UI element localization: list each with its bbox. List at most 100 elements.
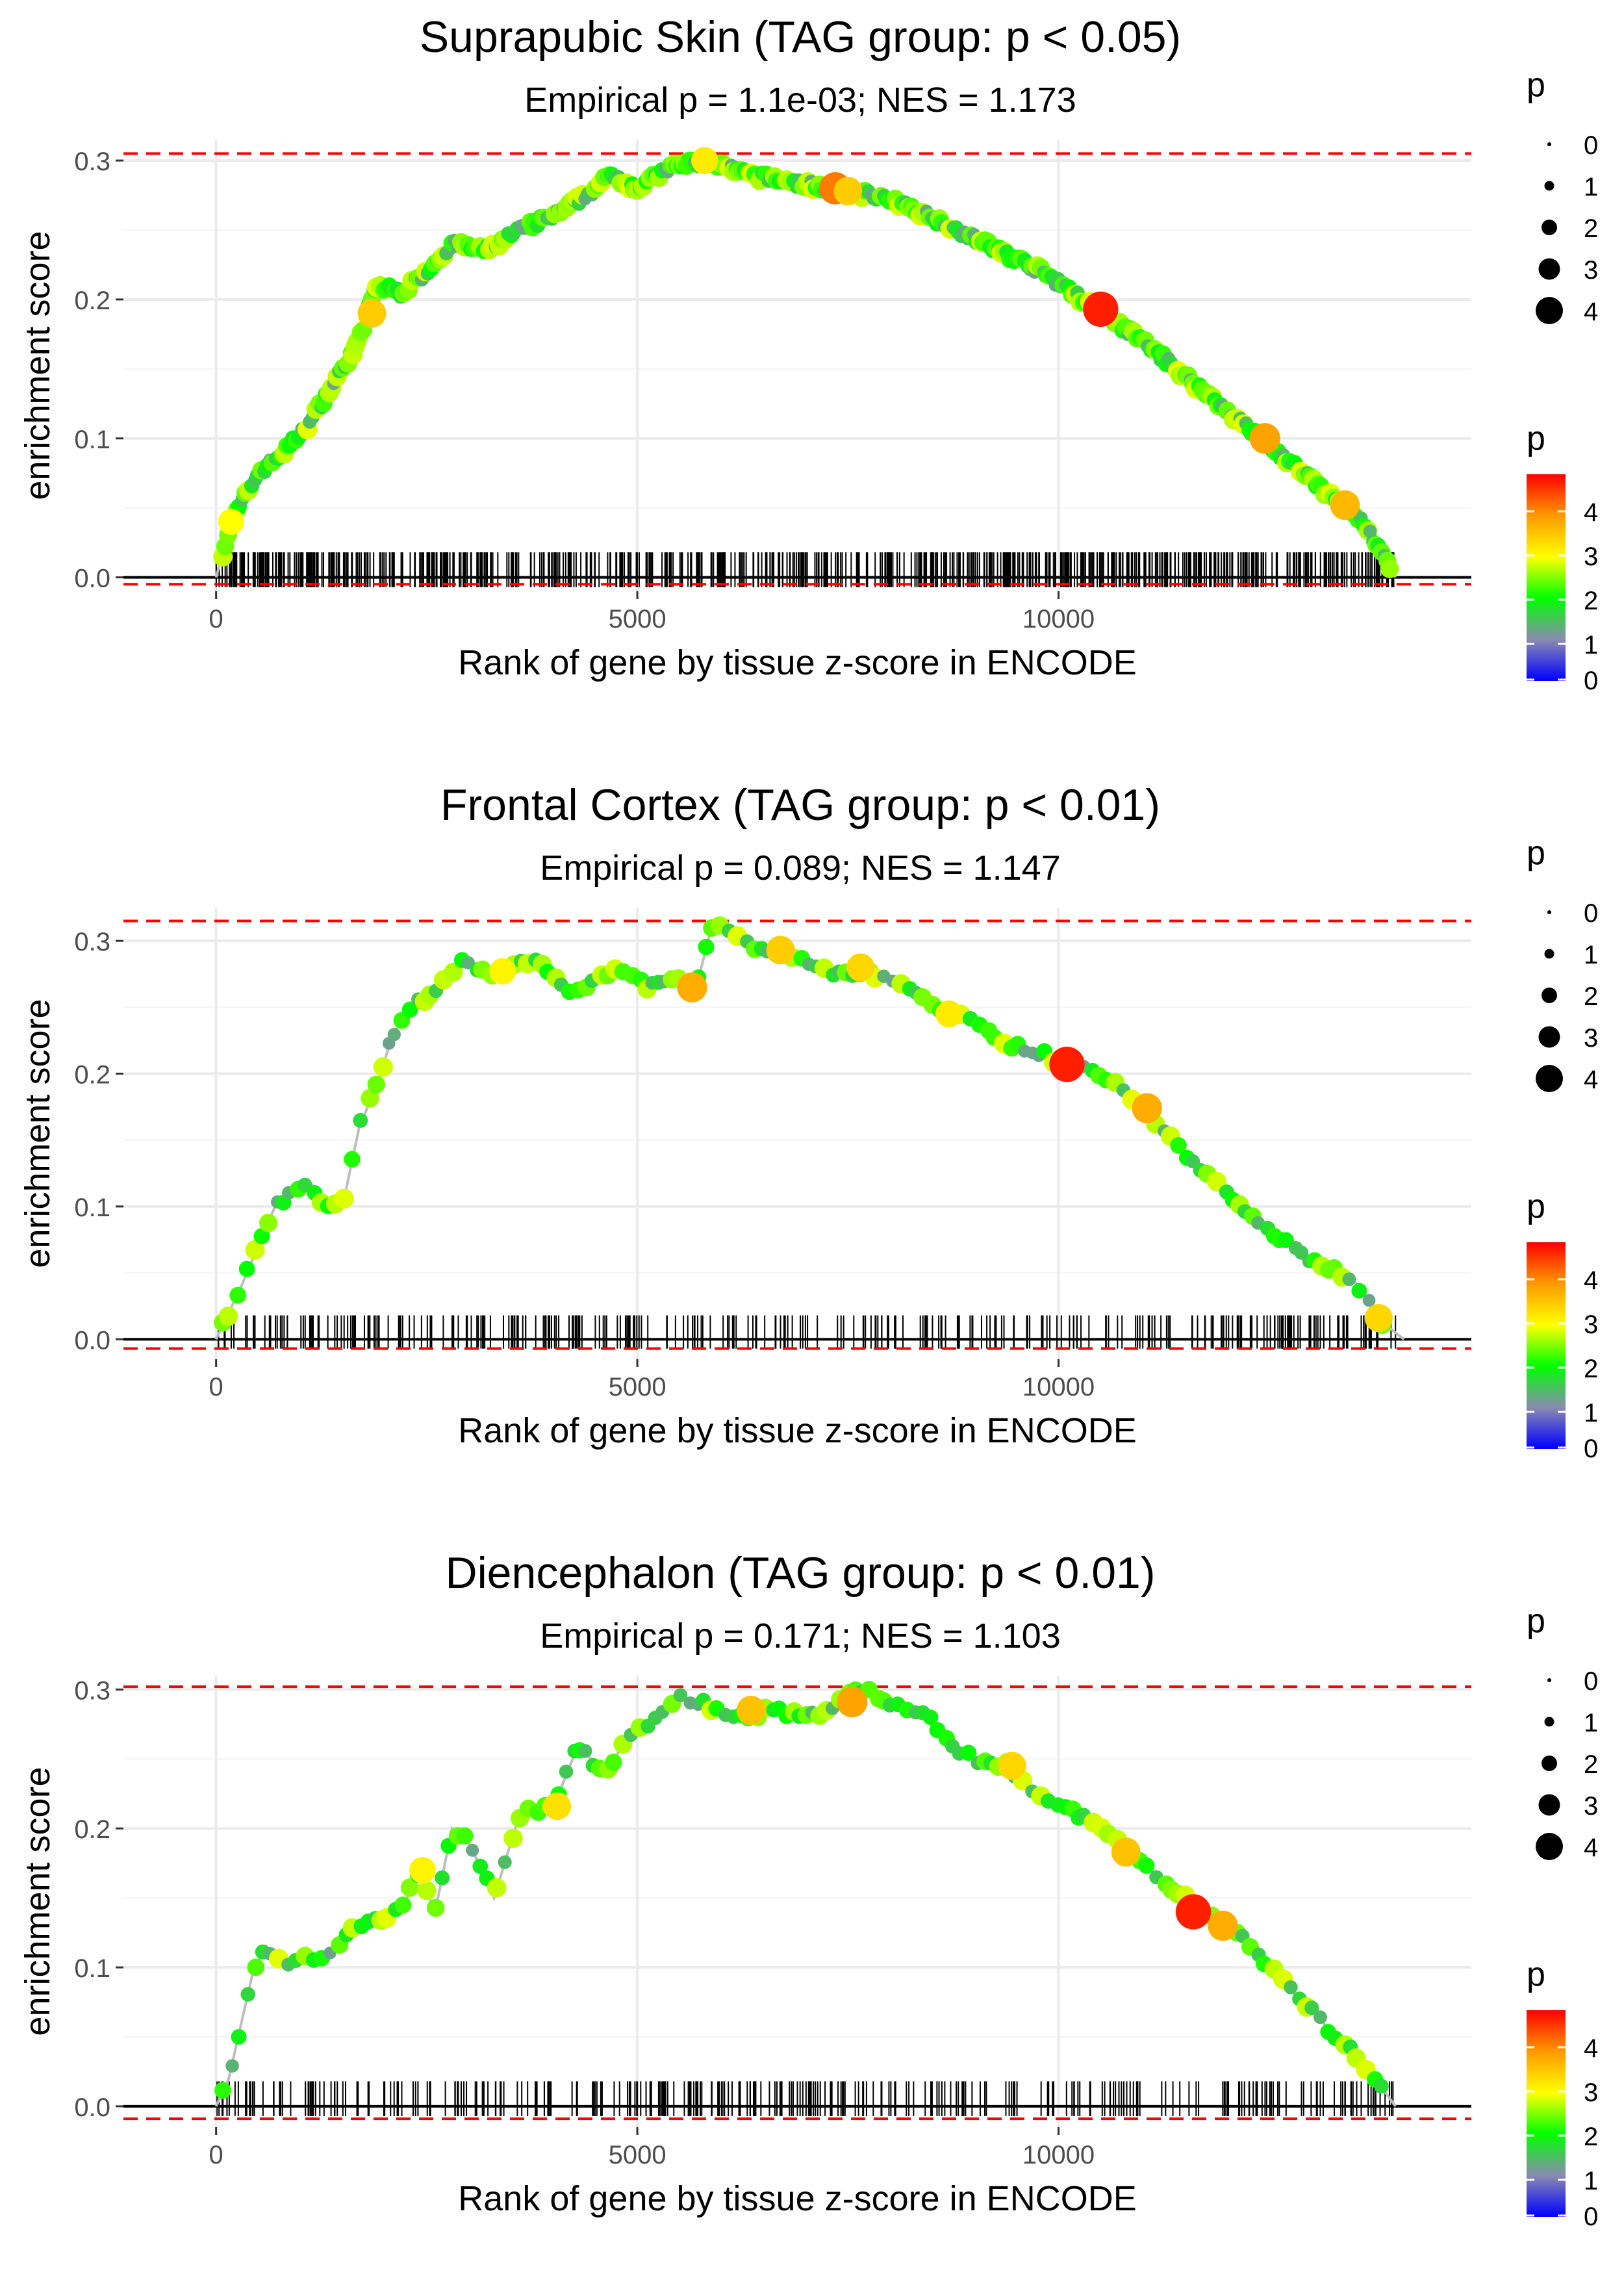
gene-point xyxy=(417,1881,437,1900)
gene-point xyxy=(1351,1283,1367,1299)
y-tick-label: 0.2 xyxy=(74,1815,110,1844)
size-legend-label: 2 xyxy=(1584,982,1598,1011)
gene-point xyxy=(387,1028,401,1041)
gene-point xyxy=(1304,2000,1319,2015)
color-legend-label: 4 xyxy=(1584,498,1598,527)
color-legend: p 4 3 2 1 0 xyxy=(1527,1956,1598,2231)
gene-point-highlight xyxy=(1175,1894,1212,1930)
gene-point xyxy=(426,1898,445,1917)
size-legend-label: 0 xyxy=(1584,1667,1598,1696)
color-legend-label: 1 xyxy=(1584,2167,1598,2195)
gene-point xyxy=(435,1870,450,1885)
chart-panel-3: Diencephalon (TAG group: p < 0.01) Empiri… xyxy=(18,1548,1598,2231)
y-tick-label: 0.3 xyxy=(74,928,110,956)
x-tick-label: 0 xyxy=(209,605,223,633)
gene-point-highlight xyxy=(691,147,718,174)
size-legend-label: 1 xyxy=(1584,941,1598,969)
y-tick-label: 0.0 xyxy=(74,2093,110,2122)
size-legend-label: 4 xyxy=(1584,298,1598,326)
size-legend-key xyxy=(1538,1794,1560,1816)
gene-point-highlight xyxy=(1249,423,1280,454)
color-legend-label: 0 xyxy=(1584,667,1598,695)
size-legend-label: 0 xyxy=(1584,131,1598,160)
size-legend-label: 4 xyxy=(1584,1833,1598,1862)
size-legend-key xyxy=(1542,1756,1557,1771)
size-legend-key xyxy=(1536,1833,1563,1860)
gene-point xyxy=(238,1260,255,1277)
size-legend-title: p xyxy=(1527,66,1545,104)
gene-point xyxy=(1278,1232,1294,1248)
color-legend-label: 4 xyxy=(1584,1266,1598,1295)
gene-point xyxy=(1284,1980,1298,1995)
y-tick-label: 0.1 xyxy=(74,1954,110,1983)
gene-point xyxy=(245,1240,265,1260)
gene-point xyxy=(1138,1857,1155,1874)
x-tick-label: 0 xyxy=(209,1373,223,1401)
x-axis: 0 5000 10000 xyxy=(209,591,1095,633)
chart-panel-2: Frontal Cortex (TAG group: p < 0.01) Empi… xyxy=(18,780,1598,1463)
gene-point xyxy=(373,1057,393,1077)
y-tick-label: 0.0 xyxy=(74,565,110,593)
gene-point xyxy=(229,1286,247,1304)
color-legend-title: p xyxy=(1527,420,1545,457)
x-tick-label: 0 xyxy=(209,2141,223,2169)
gene-point xyxy=(444,962,463,982)
size-legend: p 0 1 2 3 4 xyxy=(1527,1602,1598,1862)
gene-point xyxy=(960,1744,977,1761)
gene-point-highlight xyxy=(1083,291,1119,327)
y-tick-label: 0.3 xyxy=(74,1676,110,1705)
gene-point xyxy=(922,1709,939,1726)
gene-point-highlight xyxy=(489,958,516,985)
gene-point xyxy=(559,1765,574,1779)
gene-point-highlight xyxy=(1330,490,1360,520)
gene-point-highlight xyxy=(837,1687,868,1718)
size-legend: p 0 1 2 3 4 xyxy=(1527,66,1598,326)
gene-point xyxy=(1380,559,1399,578)
y-axis: 0.0 0.1 0.2 0.3 xyxy=(74,147,123,593)
gene-point-highlight xyxy=(409,1856,436,1884)
y-tick-label: 0.2 xyxy=(74,1061,110,1090)
gene-point xyxy=(218,1307,238,1326)
color-legend-label: 0 xyxy=(1584,1435,1598,1463)
gene-point xyxy=(1362,1294,1376,1307)
chart-title: Suprapubic Skin (TAG group: p < 0.05) xyxy=(420,12,1181,62)
x-tick-label: 10000 xyxy=(1022,2141,1095,2169)
color-legend-title: p xyxy=(1527,1188,1545,1225)
y-axis-label: enrichment score xyxy=(18,1767,57,2036)
gene-point xyxy=(400,1878,419,1897)
size-legend-key xyxy=(1544,181,1554,191)
enrichment-curve xyxy=(214,1685,1397,2108)
color-legend: p 4 3 2 1 0 xyxy=(1527,1188,1598,1463)
gene-point xyxy=(673,1688,688,1702)
color-legend-label: 4 xyxy=(1584,2034,1598,2063)
gene-point xyxy=(698,938,715,956)
gene-point xyxy=(353,1113,368,1128)
gene-point xyxy=(401,1001,418,1018)
size-legend-label: 3 xyxy=(1584,256,1598,285)
size-legend-key xyxy=(1547,1678,1551,1682)
gene-point xyxy=(1313,2010,1327,2025)
gene-point xyxy=(456,1827,474,1845)
gene-point xyxy=(605,1754,622,1771)
color-legend-bar xyxy=(1527,2010,1566,2217)
enrichment-curve xyxy=(214,918,1405,1340)
color-legend-bar xyxy=(1527,474,1566,681)
y-tick-label: 0.2 xyxy=(74,287,110,315)
gridlines xyxy=(123,908,1471,1359)
gene-point xyxy=(498,1855,512,1869)
x-axis-label: Rank of gene by tissue z-score in ENCODE xyxy=(458,1411,1136,1450)
x-tick-label: 5000 xyxy=(609,2141,666,2169)
gene-point-highlight xyxy=(677,972,707,1003)
size-legend-key xyxy=(1536,1065,1563,1092)
x-axis: 0 5000 10000 xyxy=(209,2127,1095,2169)
gene-point xyxy=(231,2028,247,2045)
size-legend-label: 3 xyxy=(1584,1024,1598,1053)
x-axis: 0 5000 10000 xyxy=(209,1359,1095,1401)
gene-point-highlight xyxy=(1208,1910,1238,1941)
x-tick-label: 5000 xyxy=(609,605,666,633)
gene-point-highlight xyxy=(935,1000,963,1028)
gene-point-highlight xyxy=(736,1696,766,1725)
color-legend: p 4 3 2 1 0 xyxy=(1527,420,1598,695)
x-axis-label: Rank of gene by tissue z-score in ENCODE xyxy=(458,2179,1136,2218)
